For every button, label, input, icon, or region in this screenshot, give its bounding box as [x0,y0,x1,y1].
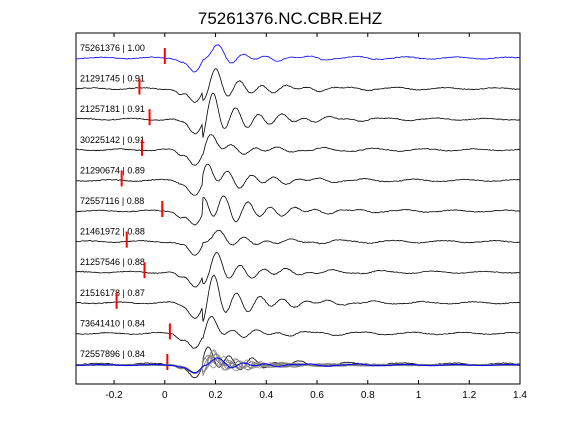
axes-box [75,32,521,385]
chart-title: 75261376.NC.CBR.EHZ [198,9,382,28]
trace-8 [75,252,521,288]
trace-label-3: 21257181 | 0.91 [80,104,145,114]
x-tick-label-5: 0.8 [361,390,375,401]
x-tick-label-7: 1.2 [462,390,476,401]
x-tick-label-8: 1.4 [513,390,527,401]
plot-area: 75261376 | 1.00 21291745 | 0.91 21257181 |… [75,43,521,379]
x-tick-label-3: 0.4 [259,390,273,401]
trace-1 [75,44,521,73]
trace-5 [75,163,521,196]
trace-label-10: 73641410 | 0.84 [80,318,145,328]
trace-label-1: 75261376 | 1.00 [80,43,145,53]
trace-9 [75,274,521,322]
x-axis: -0.2 0 0.2 0.4 0.6 0.8 1 1.2 1.4 [105,33,527,401]
trace-label-9: 21516178 | 0.87 [80,288,145,298]
trace-2 [75,68,521,103]
x-tick-label-0: -0.2 [105,390,123,401]
trace-label-4: 30225142 | 0.91 [80,135,145,145]
trace-label-11: 72557896 | 0.84 [80,349,145,359]
x-tick-label-6: 1 [416,390,422,401]
trace-11 [75,346,521,379]
trace-6 [75,195,521,226]
x-tick-label-1: 0 [162,390,168,401]
trace-label-2: 21291745 | 0.91 [80,74,145,84]
x-tick-label-2: 0.2 [209,390,223,401]
stack-trace-reference [75,357,521,374]
trace-label-8: 21257546 | 0.88 [80,257,145,267]
trace-7 [75,229,521,256]
trace-3 [75,92,521,138]
trace-4 [75,134,521,166]
trace-label-5: 21290674 | 0.89 [80,165,145,175]
trace-label-6: 72557116 | 0.88 [80,196,144,206]
x-tick-label-4: 0.6 [310,390,324,401]
trace-10 [75,315,521,349]
trace-label-7: 21461972 | 0.88 [80,227,145,237]
